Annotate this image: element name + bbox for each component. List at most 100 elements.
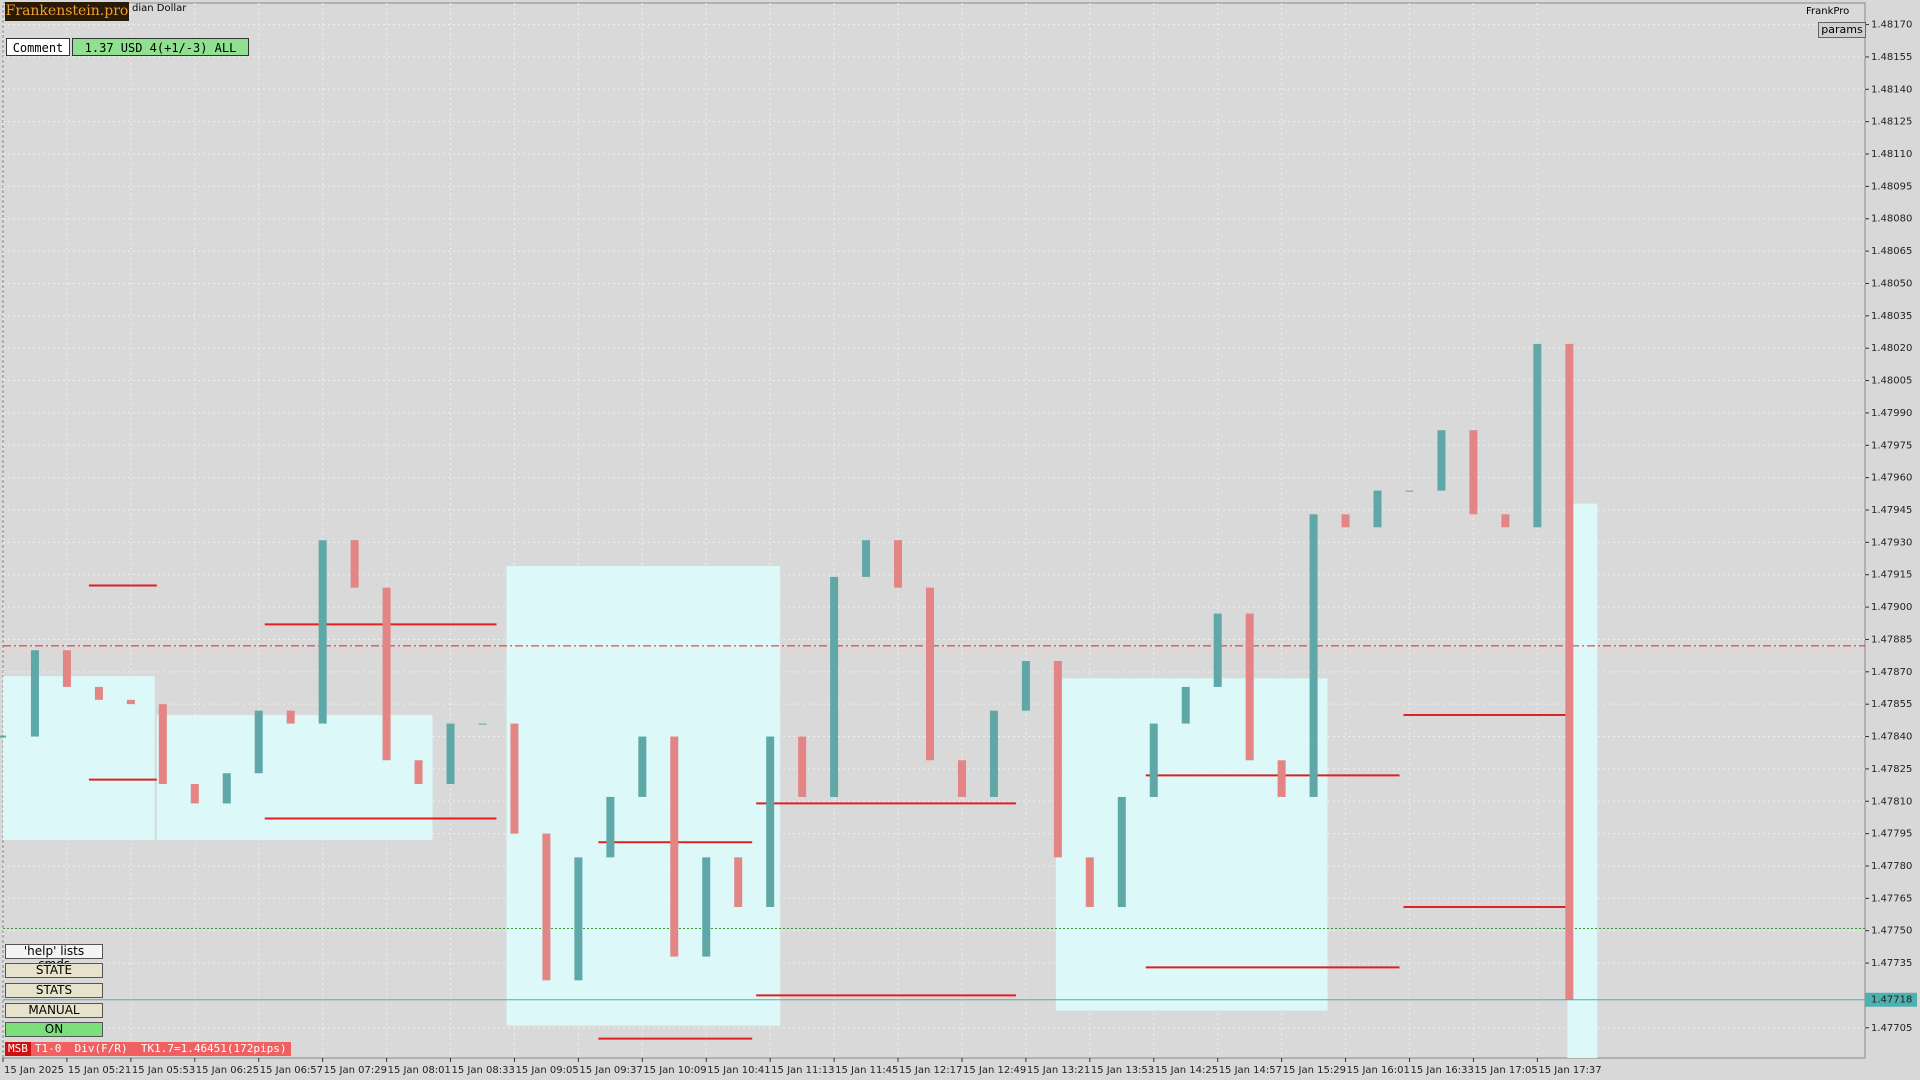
candle	[766, 736, 775, 907]
y-tick-label: 1.47780	[1871, 861, 1912, 872]
y-tick-label: 1.48020	[1871, 343, 1912, 354]
candle	[190, 784, 199, 804]
y-tick-label: 1.48065	[1871, 246, 1912, 257]
stats-button[interactable]: STATS	[5, 983, 103, 998]
y-tick-label: 1.47900	[1871, 602, 1912, 613]
x-tick-label: 15 Jan 06:57	[260, 1065, 323, 1076]
x-tick-label: 15 Jan 11:13	[771, 1065, 834, 1076]
candle	[94, 686, 103, 700]
status-bar: MSB T1-0 Div(F/R) TK1.7=1.46451(172pips)	[5, 1042, 291, 1056]
candle	[957, 760, 966, 797]
y-tick-label: 1.47825	[1871, 764, 1912, 775]
params-button[interactable]: params	[1818, 22, 1866, 38]
candle	[1117, 796, 1126, 907]
account-name: FrankPro	[1806, 6, 1850, 17]
candle	[222, 773, 231, 804]
y-tick-label: 1.48110	[1871, 149, 1912, 160]
y-tick-label: 1.47705	[1871, 1023, 1912, 1034]
symbol-name: dian Dollar	[132, 3, 187, 14]
manual-button[interactable]: MANUAL	[5, 1003, 103, 1018]
candle	[478, 723, 487, 725]
candle	[62, 650, 71, 687]
comment-label: Comment	[6, 38, 70, 56]
x-tick-label: 15 Jan 09:05	[515, 1065, 578, 1076]
y-tick-label: 1.47915	[1871, 570, 1912, 581]
candle	[158, 704, 167, 785]
candle	[1341, 514, 1350, 528]
plot-area	[2, 2, 1866, 1059]
y-tick-label: 1.47810	[1871, 796, 1912, 807]
candle	[1021, 661, 1030, 711]
help-button[interactable]: 'help' lists cmds	[5, 944, 103, 971]
x-tick-label: 15 Jan 07:29	[324, 1065, 387, 1076]
x-tick-label: 15 Jan 16:33	[1410, 1065, 1473, 1076]
x-tick-label: 15 Jan 08:01	[388, 1065, 451, 1076]
x-tick-label: 15 Jan 09:37	[579, 1065, 642, 1076]
y-tick-label: 1.48005	[1871, 376, 1912, 387]
candle	[350, 540, 359, 588]
x-tick-label: 15 Jan 13:53	[1091, 1065, 1154, 1076]
y-tick-label: 1.48170	[1871, 20, 1912, 31]
x-tick-label: 15 Jan 17:05	[1474, 1065, 1537, 1076]
y-tick-label: 1.47855	[1871, 699, 1912, 710]
candle	[1053, 661, 1062, 858]
x-tick-label: 15 Jan 17:37	[1538, 1065, 1601, 1076]
x-tick-label: 15 Jan 13:21	[1027, 1065, 1090, 1076]
status-text: T1-0 Div(F/R) TK1.7=1.46451(172pips)	[34, 1042, 287, 1055]
x-tick-label: 15 Jan 06:25	[196, 1065, 259, 1076]
current-price-label: 1.47718	[1871, 995, 1912, 1006]
candle	[670, 736, 679, 957]
x-tick-label: 15 Jan 05:21	[68, 1065, 131, 1076]
y-tick-label: 1.48095	[1871, 181, 1912, 192]
x-tick-label: 15 Jan 14:57	[1219, 1065, 1282, 1076]
candle	[798, 736, 807, 797]
candle	[862, 540, 871, 577]
zone	[156, 714, 433, 841]
y-tick-label: 1.47885	[1871, 634, 1912, 645]
y-tick-label: 1.47960	[1871, 473, 1912, 484]
candle	[30, 650, 39, 737]
y-tick-label: 1.48035	[1871, 311, 1912, 322]
candle	[542, 833, 551, 981]
state-button[interactable]: STATE	[5, 963, 103, 978]
candle	[1373, 490, 1382, 528]
y-tick-label: 1.47795	[1871, 829, 1912, 840]
x-tick-label: 15 Jan 15:29	[1283, 1065, 1346, 1076]
y-tick-label: 1.47990	[1871, 408, 1912, 419]
candle	[254, 710, 263, 774]
y-tick-label: 1.47765	[1871, 893, 1912, 904]
candle	[1245, 613, 1254, 761]
candle	[1309, 514, 1318, 797]
candle	[1405, 490, 1414, 492]
candle	[702, 857, 711, 957]
x-tick-label: 15 Jan 14:25	[1155, 1065, 1218, 1076]
y-tick-label: 1.48125	[1871, 117, 1912, 128]
on-button[interactable]: ON	[5, 1022, 103, 1037]
candle	[894, 540, 903, 588]
candle	[606, 796, 615, 858]
candle	[989, 710, 998, 797]
x-tick-label: 15 Jan 12:49	[963, 1065, 1026, 1076]
candle	[734, 857, 743, 907]
candle	[1181, 686, 1190, 724]
x-tick-label: 15 Jan 08:33	[452, 1065, 515, 1076]
candle	[446, 723, 455, 785]
candle	[414, 760, 423, 785]
candle	[1085, 857, 1094, 907]
x-tick-label: 15 Jan 12:17	[899, 1065, 962, 1076]
candle	[286, 710, 295, 724]
y-tick-label: 1.48050	[1871, 278, 1912, 289]
x-tick-label: 15 Jan 2025	[4, 1065, 64, 1076]
x-tick-label: 15 Jan 05:53	[132, 1065, 195, 1076]
y-tick-label: 1.47930	[1871, 537, 1912, 548]
comment-text: 1.37 USD 4(+1/-3) ALL	[72, 38, 249, 56]
y-tick-label: 1.47735	[1871, 958, 1912, 969]
candle	[830, 576, 839, 797]
candle	[1533, 343, 1542, 528]
candle	[926, 587, 935, 761]
y-tick-label: 1.48080	[1871, 214, 1912, 225]
y-tick-label: 1.48155	[1871, 52, 1912, 63]
zone	[1055, 678, 1328, 1011]
